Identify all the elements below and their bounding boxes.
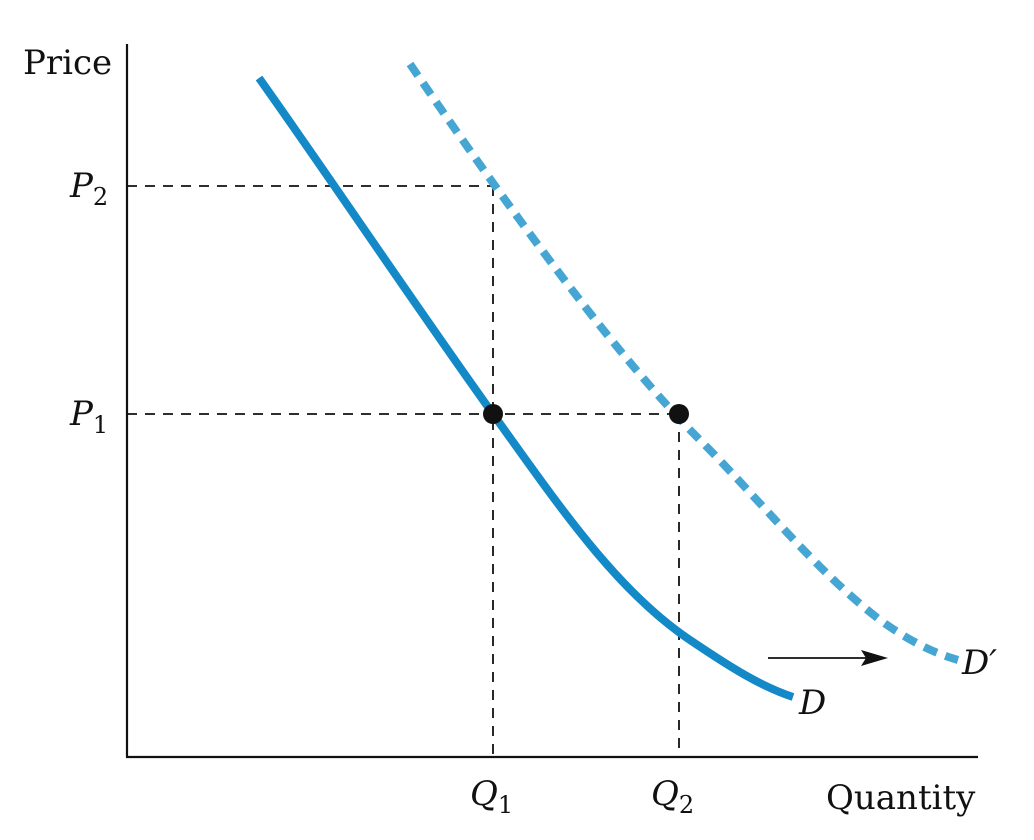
demand-curve-label: D	[798, 683, 826, 723]
y-axis-label: Price	[23, 43, 112, 83]
shift-arrow-head-icon	[861, 650, 888, 666]
shifted-demand-curve-label: D′	[961, 643, 997, 683]
p2-main: P	[69, 166, 94, 206]
q2-label: Q2	[651, 774, 694, 819]
equilibrium-point-q1	[483, 404, 503, 424]
shifted-demand-curve	[406, 61, 960, 664]
q2-subscript: 2	[679, 791, 694, 819]
p2-label: P2	[69, 166, 108, 211]
equilibrium-point-q2	[669, 404, 689, 424]
p1-main: P	[69, 394, 94, 434]
demand-curve	[255, 75, 795, 701]
q1-label: Q1	[470, 774, 513, 819]
p1-label: P1	[69, 394, 108, 439]
p1-subscript: 1	[93, 411, 108, 439]
q1-main: Q	[470, 774, 498, 814]
q1-subscript: 1	[498, 791, 513, 819]
q2-main: Q	[651, 774, 679, 814]
x-axis-label: Quantity	[826, 778, 976, 818]
p2-subscript: 2	[93, 183, 108, 211]
